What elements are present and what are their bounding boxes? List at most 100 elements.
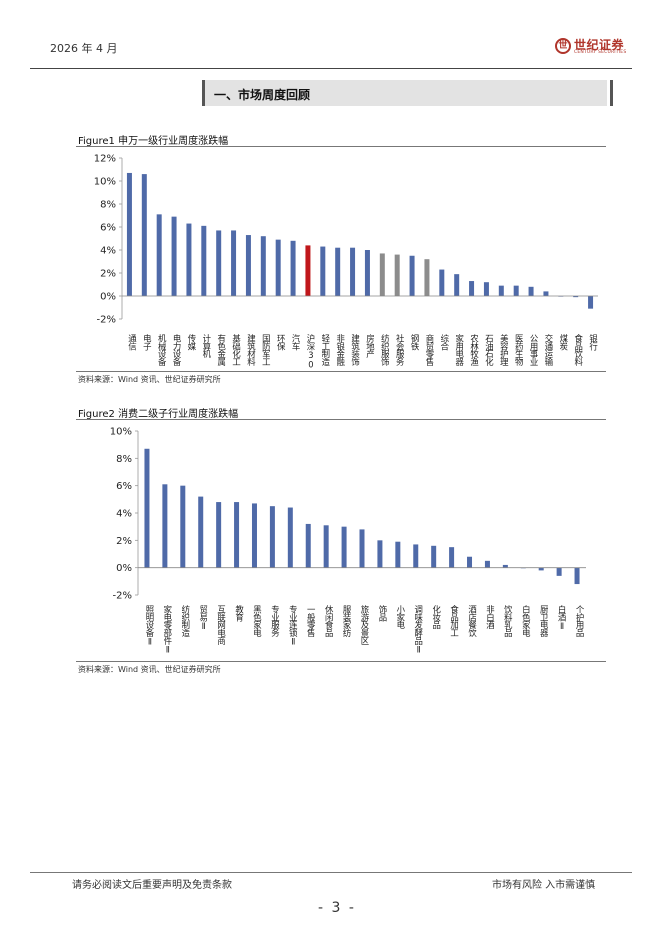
category-label: 轻工制造 <box>321 333 331 367</box>
category-label: 社会服务 <box>395 333 405 367</box>
category-label: 钢铁 <box>410 333 420 351</box>
figure2-chart: 10% 8% 6% 4% 2% 0% -2% 照明设备Ⅱ 家电零部件Ⅱ 纺织制造 贸易Ⅱ 互联网电商教… <box>110 427 586 654</box>
y-tick-label: -2% <box>97 315 116 326</box>
category-label: 房地产 <box>365 333 375 359</box>
category-label: 纺织服饰 <box>380 333 390 367</box>
category-label: 教育 <box>235 604 245 622</box>
bar <box>439 269 445 296</box>
bar <box>413 544 419 568</box>
category-label: 食品加工 <box>450 604 460 637</box>
bar <box>216 230 222 296</box>
figure1-top-rule <box>76 146 606 147</box>
bar <box>379 253 385 296</box>
category-label: 化妆品 <box>432 604 442 630</box>
figure1-chart: 12% 10% 8% 6% 4% 2% 0% -2% 通信 电子 机械设备 电力设备 传媒 计算机 有色金属… <box>94 154 599 371</box>
category-label: 互联网电商 <box>217 605 227 646</box>
bar <box>335 247 341 296</box>
category-label: 农林牧渔 <box>470 333 480 366</box>
bar <box>538 567 544 571</box>
bar <box>287 507 293 568</box>
category-label: 交通运输 <box>544 333 554 367</box>
bar <box>234 502 240 568</box>
bar <box>424 259 430 296</box>
bar <box>350 247 356 296</box>
report-date: 2026 年 4 月 <box>50 42 118 55</box>
figure1-title: Figure1 申万一级行业周度涨跌幅 <box>78 136 229 147</box>
bar <box>269 506 275 568</box>
category-label: 有色金属 <box>217 333 227 367</box>
bar <box>275 239 281 296</box>
category-label: 小家电 <box>396 604 406 629</box>
bar <box>201 225 207 296</box>
category-label: 公用事业 <box>529 334 539 366</box>
bar <box>364 250 370 296</box>
y-tick-label: 2% <box>116 536 132 547</box>
bar <box>588 296 594 309</box>
logo-mark-icon: 世 <box>555 38 571 54</box>
bar <box>574 567 580 585</box>
category-label: 调味发酵品Ⅱ <box>414 605 424 654</box>
category-label: 非银金融 <box>336 333 346 367</box>
logo-name: 世纪证券 <box>574 38 625 52</box>
y-tick-label: 6% <box>116 481 132 492</box>
bar <box>305 523 311 568</box>
y-tick-label: 6% <box>100 223 116 234</box>
figure2-top-rule <box>76 419 606 420</box>
bar <box>198 496 204 568</box>
category-label: 银行 <box>589 333 599 351</box>
category-label: 计算机 <box>202 333 212 359</box>
y-tick-label: 8% <box>100 200 116 211</box>
bar <box>141 174 147 296</box>
bar <box>126 172 132 296</box>
category-label: 白酒Ⅱ <box>557 604 567 630</box>
category-label: 照明设备Ⅱ <box>145 605 155 646</box>
figure1-source: 资料来源：Wind 资讯、世纪证券研究所 <box>78 375 221 384</box>
category-label: 电力设备 <box>172 333 182 367</box>
bar <box>556 567 562 576</box>
figure2-source: 资料来源：Wind 资讯、世纪证券研究所 <box>78 665 221 674</box>
bar <box>305 245 311 296</box>
y-tick-label: 12% <box>94 154 116 165</box>
header-divider <box>30 68 632 69</box>
bar <box>395 541 401 568</box>
bar <box>180 485 186 568</box>
category-label: 饰品 <box>378 604 388 622</box>
category-label: 饮料乳品 <box>503 604 513 638</box>
category-label: 非白酒 <box>485 604 495 630</box>
bar <box>528 286 534 296</box>
y-tick-label: 0% <box>116 563 132 574</box>
bar <box>216 502 222 568</box>
footer-disclaimer: 请务必阅读文后重要声明及免责条款 <box>72 880 232 891</box>
category-label: 电子 <box>142 333 152 350</box>
category-label: 个护用品 <box>575 605 585 638</box>
category-label: 建筑装饰 <box>351 333 361 367</box>
bar <box>513 285 519 296</box>
category-label: 国防军工 <box>261 334 271 366</box>
bar <box>186 223 192 296</box>
figure1-bottom-rule <box>76 371 606 372</box>
footer-risk-notice: 市场有风险 入市需谨慎 <box>492 880 596 891</box>
bar <box>469 281 475 296</box>
bar <box>320 246 326 296</box>
bar <box>431 545 437 568</box>
bar <box>409 255 415 296</box>
bar <box>156 214 162 296</box>
y-tick-label: 2% <box>100 269 116 280</box>
y-tick-label: -2% <box>113 591 132 602</box>
category-label: 食品饮料 <box>574 333 584 367</box>
category-label: 家电零部件Ⅱ <box>163 604 173 654</box>
category-label: 美容护理 <box>499 333 509 366</box>
figure2-bottom-rule <box>76 661 606 662</box>
category-label: 沪深300 <box>306 333 316 370</box>
category-label: 厨卫电器 <box>539 605 549 638</box>
bar <box>359 529 365 568</box>
category-label: 建筑材料 <box>246 333 256 367</box>
y-tick-label: 4% <box>100 246 116 257</box>
section-title: 一、市场周度回顾 <box>214 88 311 102</box>
bar <box>162 484 168 568</box>
category-label: 汽车 <box>291 333 301 351</box>
category-label: 休闲食品 <box>324 604 334 638</box>
bar <box>502 564 508 568</box>
bar <box>394 254 400 296</box>
bar <box>341 526 347 568</box>
